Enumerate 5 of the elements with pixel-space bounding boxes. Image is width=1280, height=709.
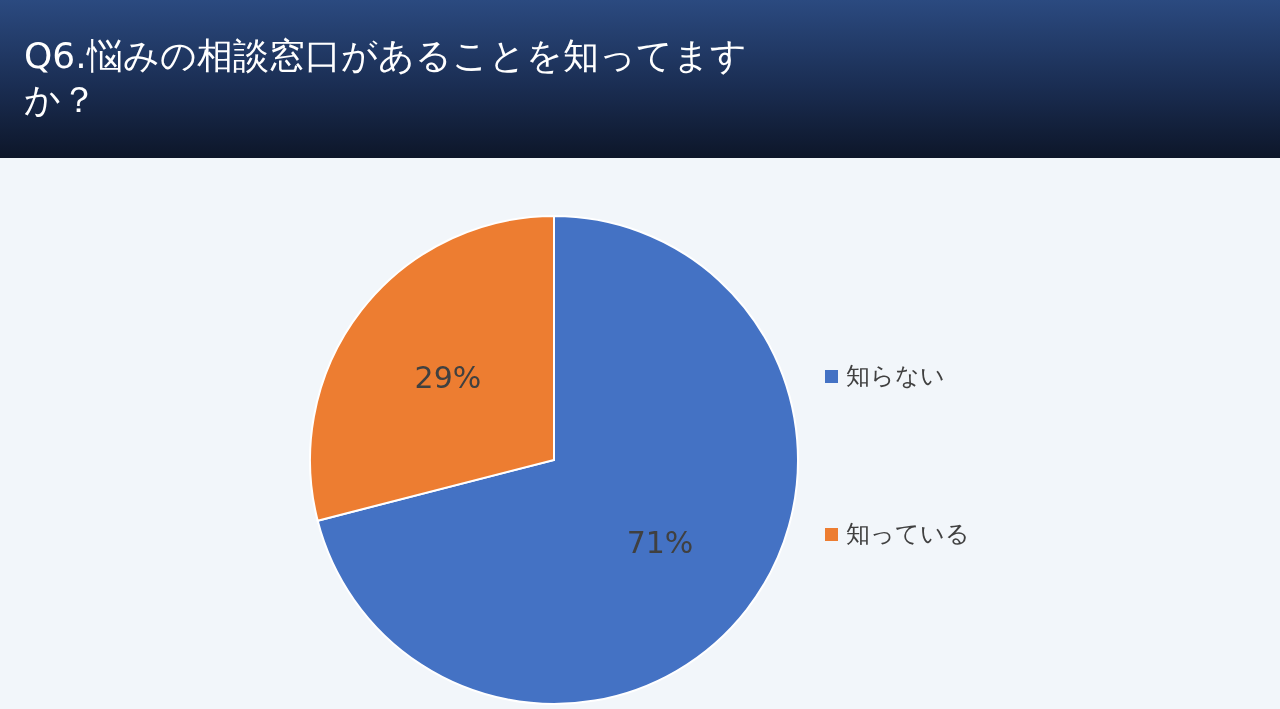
legend-label: 知らない: [845, 361, 946, 392]
data-label: 71%: [626, 524, 694, 560]
data-label: 29%: [414, 360, 482, 396]
chart-title: Q6.悩みの相談窓口があることを知ってますか？: [24, 34, 748, 122]
legend-label: 知っている: [845, 519, 971, 550]
